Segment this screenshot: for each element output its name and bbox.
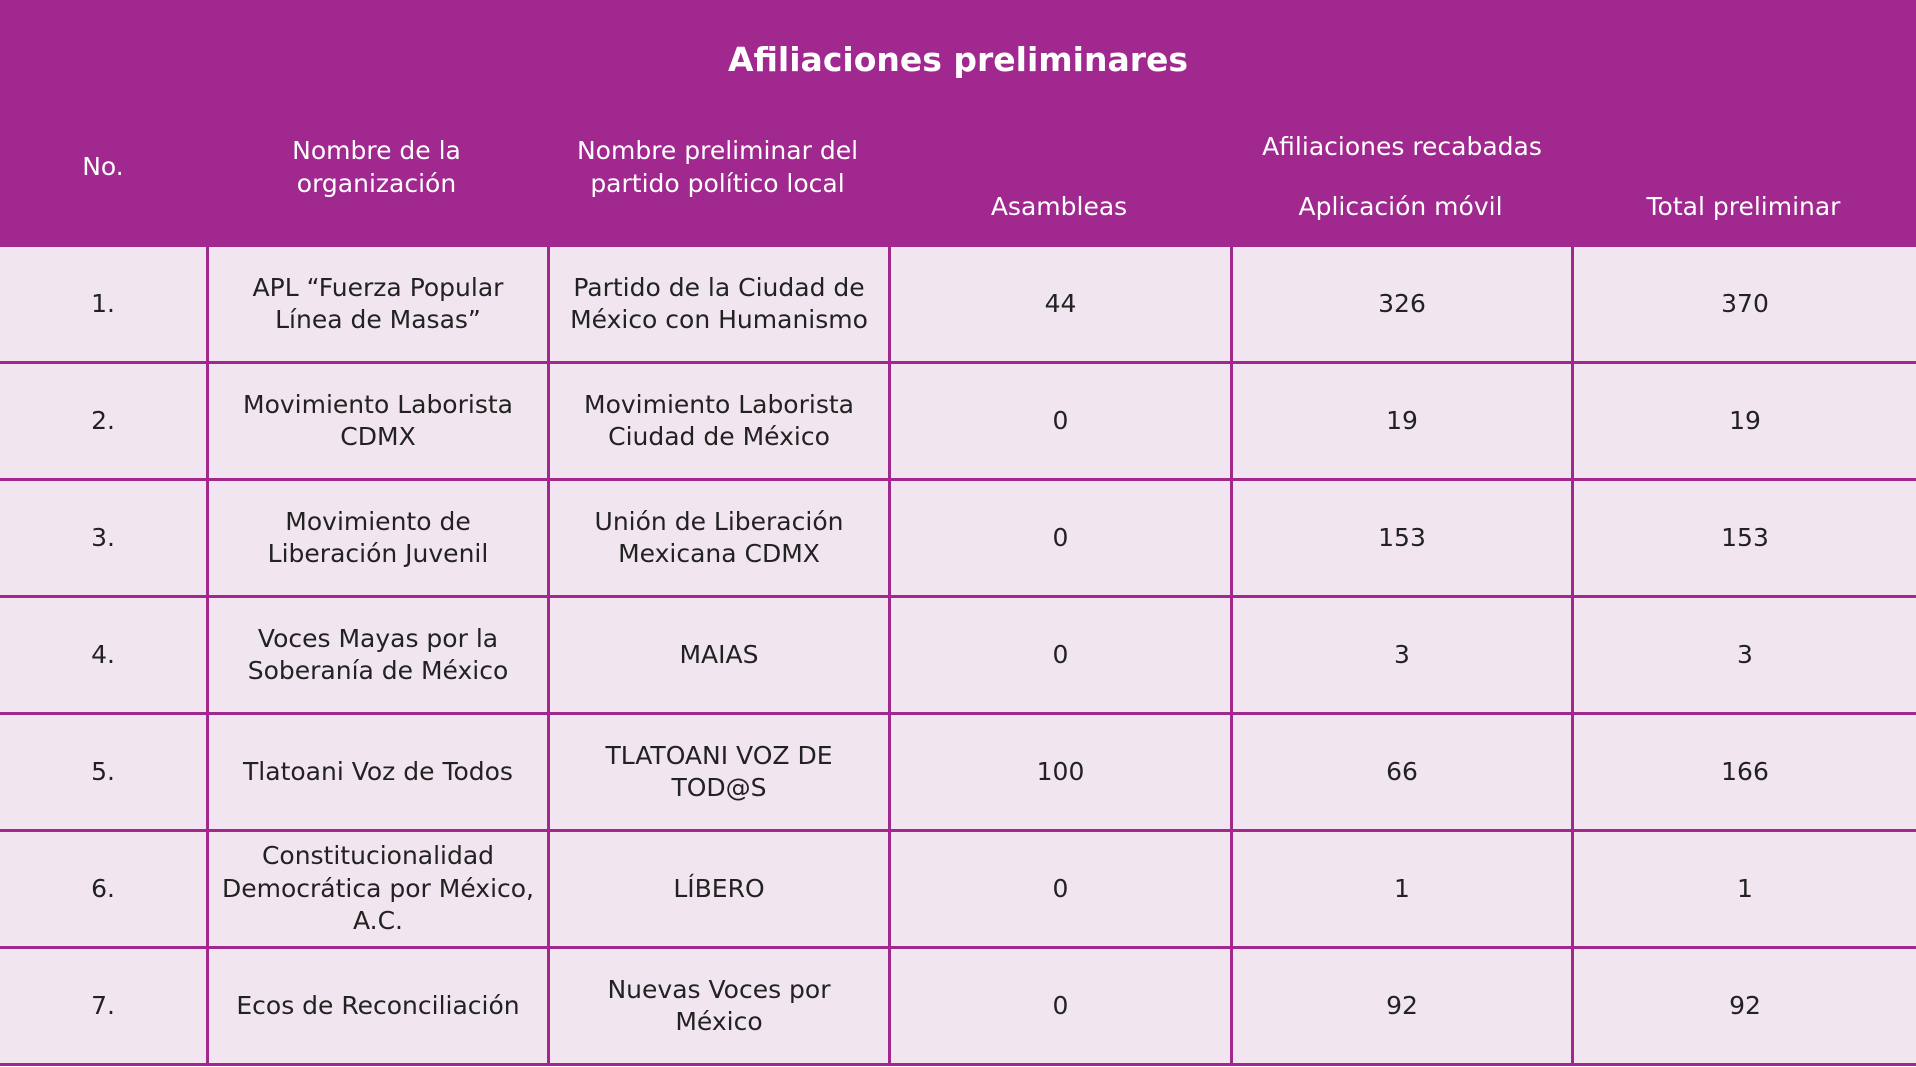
table-cell: Partido de la Ciudad de México con Human…	[547, 247, 888, 364]
column-header: Afiliaciones recabadas	[1262, 132, 1542, 162]
table-cell: 0	[888, 832, 1230, 949]
table-cell: 19	[1571, 364, 1916, 481]
column-header: Aplicación móvil	[1298, 192, 1503, 222]
table-cell: 92	[1230, 949, 1571, 1066]
table-cell: 1.	[0, 247, 206, 364]
table-cell: 0	[888, 481, 1230, 598]
column-header: Nombre preliminar del partido político l…	[576, 136, 859, 198]
table-cell: Constitucionalidad Democrática por Méxic…	[206, 832, 547, 949]
table-cell: 0	[888, 364, 1230, 481]
table-cell: 153	[1571, 481, 1916, 598]
table-cell: Nuevas Voces por México	[547, 949, 888, 1066]
table-cell: 1	[1571, 832, 1916, 949]
table-cell: Movimiento Laborista Ciudad de México	[547, 364, 888, 481]
table-cell: Tlatoani Voz de Todos	[206, 715, 547, 832]
table-title: Afiliaciones preliminares	[727, 39, 1189, 79]
table-cell: 66	[1230, 715, 1571, 832]
table-cell: 5.	[0, 715, 206, 832]
table-cell: Voces Mayas por la Soberanía de México	[206, 598, 547, 715]
table-cell: 166	[1571, 715, 1916, 832]
table-cell: 7.	[0, 949, 206, 1066]
table-cell: 19	[1230, 364, 1571, 481]
table-cell: 6.	[0, 832, 206, 949]
table-cell: 100	[888, 715, 1230, 832]
table-cell: 44	[888, 247, 1230, 364]
table-cell: 92	[1571, 949, 1916, 1066]
column-header: Total preliminar	[1646, 192, 1841, 222]
table-cell: 2.	[0, 364, 206, 481]
table-cell: Ecos de Reconciliación	[206, 949, 547, 1066]
table-cell: Movimiento Laborista CDMX	[206, 364, 547, 481]
table-cell: LÍBERO	[547, 832, 888, 949]
table-header	[0, 0, 1916, 247]
table-cell: 1	[1230, 832, 1571, 949]
table-cell: 370	[1571, 247, 1916, 364]
table-cell: MAIAS	[547, 598, 888, 715]
column-header: No.	[82, 152, 124, 182]
table-cell: 4.	[0, 598, 206, 715]
table-cell: 326	[1230, 247, 1571, 364]
table-cell: 3.	[0, 481, 206, 598]
column-header: Asambleas	[990, 192, 1128, 222]
table-cell: 3	[1571, 598, 1916, 715]
table-cell: 153	[1230, 481, 1571, 598]
table-cell: 0	[888, 949, 1230, 1066]
column-header: Nombre de la organización	[292, 136, 461, 198]
table-cell: Unión de Liberación Mexicana CDMX	[547, 481, 888, 598]
table-cell: 0	[888, 598, 1230, 715]
table-cell: 3	[1230, 598, 1571, 715]
table-cell: Movimiento de Liberación Juvenil	[206, 481, 547, 598]
table-cell: APL “Fuerza Popular Línea de Masas”	[206, 247, 547, 364]
table-cell: TLATOANI VOZ DE TOD@S	[547, 715, 888, 832]
